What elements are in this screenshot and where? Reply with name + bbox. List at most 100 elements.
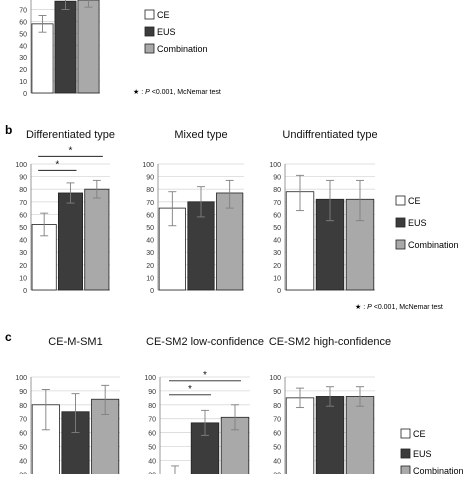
y-tick-label: 80 xyxy=(273,403,281,410)
y-tick-label: 40 xyxy=(146,238,154,245)
chart-title: CE-M-SM1 xyxy=(48,336,102,348)
y-tick-label: 10 xyxy=(19,79,27,86)
y-tick-label: 40 xyxy=(148,458,156,465)
legend-swatch-ce xyxy=(144,9,155,20)
y-tick-label: 60 xyxy=(19,19,27,26)
y-tick-label: 0 xyxy=(23,91,27,98)
bar-combination xyxy=(77,0,100,94)
y-tick-label: 30 xyxy=(146,250,154,257)
y-tick-label: 50 xyxy=(19,31,27,38)
y-tick-label: 0 xyxy=(23,288,27,295)
y-tick-label: 30 xyxy=(19,55,27,62)
chart-7: 30405060708090100CE-SM2 high-confidence xyxy=(269,336,391,479)
y-tick-label: 80 xyxy=(19,187,27,194)
legend-label-ce: CE xyxy=(413,429,426,439)
chart-4: 0 10 20 30 40 50 60 70 80 90 100 Undiffrentiated ty… xyxy=(269,129,377,295)
y-tick-label: 80 xyxy=(273,187,281,194)
y-tick-label: 50 xyxy=(148,444,156,451)
legend-panel-b: CE EUS Combination xyxy=(395,195,459,250)
legend-swatch-combination xyxy=(144,43,155,54)
y-tick-label: 70 xyxy=(148,417,156,424)
y-tick-label: 100 xyxy=(15,375,27,382)
legend-label-ce: CE xyxy=(408,196,421,206)
legend-label-ce: CE xyxy=(157,10,170,20)
y-tick-label: 40 xyxy=(19,458,27,465)
legend-swatch-eus xyxy=(144,26,155,37)
y-tick-label: 70 xyxy=(19,417,27,424)
y-tick-label: 60 xyxy=(19,431,27,438)
y-tick-label: 20 xyxy=(146,263,154,270)
chart-5: 30405060708090100CE-M-SM1 xyxy=(15,336,120,479)
significance-star: * xyxy=(69,145,73,156)
y-tick-label: 0 xyxy=(277,288,281,295)
y-tick-label: 0 xyxy=(150,288,154,295)
y-tick-label: 70 xyxy=(146,200,154,207)
y-tick-label: 80 xyxy=(146,187,154,194)
y-tick-label: 100 xyxy=(144,375,156,382)
y-tick-label: 70 xyxy=(273,417,281,424)
legend-label-combination: Combination xyxy=(157,44,208,54)
bar-eus xyxy=(54,0,77,94)
y-tick-label: 80 xyxy=(148,403,156,410)
y-tick-label: 50 xyxy=(273,444,281,451)
y-tick-label: 60 xyxy=(273,431,281,438)
y-tick-label: 70 xyxy=(19,8,27,15)
y-tick-label: 80 xyxy=(19,403,27,410)
y-tick-label: 10 xyxy=(146,275,154,282)
bar-eus xyxy=(57,192,84,291)
significance-star: * xyxy=(188,384,192,395)
y-tick-label: 50 xyxy=(19,225,27,232)
y-tick-label: 30 xyxy=(273,250,281,257)
legend-panel-a: CE EUS Combination xyxy=(144,9,208,54)
chart-title: Mixed type xyxy=(174,129,227,141)
y-tick-label: 40 xyxy=(19,43,27,50)
bar-combination xyxy=(216,192,244,291)
y-tick-label: 20 xyxy=(19,67,27,74)
y-tick-label: 100 xyxy=(15,162,27,169)
y-tick-label: 20 xyxy=(19,263,27,270)
y-tick-label: 100 xyxy=(142,162,154,169)
y-tick-label: 40 xyxy=(19,238,27,245)
legend-panel-c: CE EUS Combination xyxy=(400,428,464,476)
chart-2: 0 10 20 30 40 50 60 70 80 90 100 * * Differentiated t… xyxy=(15,129,115,295)
footnote-panel-a: ★ : P <0.001, McNemar test xyxy=(133,88,221,96)
y-tick-label: 60 xyxy=(19,212,27,219)
legend-swatch-eus xyxy=(400,448,411,459)
significance-star: * xyxy=(203,370,207,381)
bar-ce xyxy=(31,23,54,94)
significance-star: * xyxy=(55,159,59,170)
legend-swatch-combination xyxy=(400,465,411,476)
y-tick-label: 50 xyxy=(146,225,154,232)
y-tick-label: 40 xyxy=(273,238,281,245)
y-tick-label: 70 xyxy=(273,200,281,207)
chart-1: 0 10 20 30 40 50 60 70 xyxy=(19,0,100,98)
chart-title: Undiffrentiated type xyxy=(282,129,377,141)
legend-label-eus: EUS xyxy=(408,218,427,228)
y-tick-label: 10 xyxy=(19,275,27,282)
y-tick-label: 90 xyxy=(19,175,27,182)
bar-combination xyxy=(345,396,375,479)
y-tick-label: 100 xyxy=(269,162,281,169)
bar-combination xyxy=(84,188,110,291)
y-tick-label: 90 xyxy=(273,389,281,396)
legend-swatch-combination xyxy=(395,239,406,250)
panel-label-b: b xyxy=(5,123,12,137)
y-tick-label: 40 xyxy=(273,458,281,465)
chart-title: CE-SM2 high-confidence xyxy=(269,336,391,348)
chart-title: Differentiated type xyxy=(26,129,115,141)
y-tick-label: 30 xyxy=(19,250,27,257)
legend-swatch-eus xyxy=(395,217,406,228)
y-tick-label: 90 xyxy=(19,389,27,396)
bar-eus xyxy=(315,396,345,479)
y-tick-label: 10 xyxy=(273,275,281,282)
y-tick-label: 70 xyxy=(19,200,27,207)
legend-label-eus: EUS xyxy=(413,449,432,459)
footnote-panel-b: ★ : P <0.001, McNemar test xyxy=(355,303,443,311)
y-tick-label: 60 xyxy=(146,212,154,219)
y-tick-label: 100 xyxy=(269,375,281,382)
legend-swatch-ce xyxy=(400,428,411,439)
chart-3: 0 10 20 30 40 50 60 70 80 90 100 Mixed type xyxy=(142,129,244,295)
